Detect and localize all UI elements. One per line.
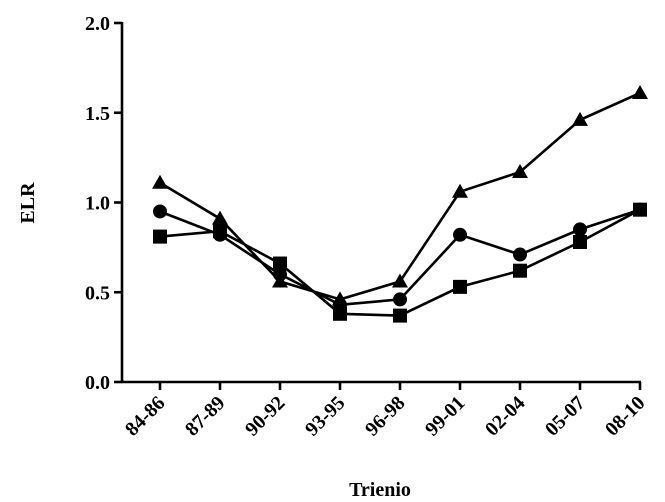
- circle-marker: [573, 222, 587, 236]
- square-marker: [153, 230, 167, 244]
- x-tick-label: 05-07: [541, 392, 590, 441]
- square-marker: [393, 309, 407, 323]
- series-line-circle: [160, 210, 640, 305]
- x-tick-label: 84-86: [121, 392, 170, 441]
- x-tick-label: 02-04: [481, 392, 530, 441]
- y-tick-label: 1.5: [85, 103, 110, 125]
- series-line-triangle: [160, 93, 640, 299]
- triangle-marker: [152, 175, 168, 189]
- circle-marker: [393, 292, 407, 306]
- square-marker: [213, 224, 227, 238]
- y-axis-title: ELR: [17, 182, 39, 224]
- triangle-marker: [632, 85, 648, 99]
- x-tick-label: 99-01: [421, 392, 470, 441]
- circle-marker: [453, 228, 467, 242]
- square-marker: [453, 280, 467, 294]
- triangle-marker: [212, 211, 228, 225]
- x-tick-label: 08-10: [601, 392, 650, 441]
- x-axis-title: Trienio: [349, 479, 411, 501]
- x-tick-label: 87-89: [181, 392, 230, 441]
- circle-marker: [153, 204, 167, 218]
- circle-marker: [513, 248, 527, 262]
- square-marker: [573, 235, 587, 249]
- x-tick-label: 93-95: [301, 392, 350, 441]
- square-marker: [513, 264, 527, 278]
- x-tick-label: 90-92: [241, 392, 290, 441]
- plot-area: 0.0 0.5 1.0 1.5 2.0 84-86 87-89 90-92 93-95 96-98…: [17, 13, 650, 501]
- y-tick-label: 2.0: [85, 13, 110, 35]
- y-tick-label: 1.0: [85, 193, 110, 215]
- square-marker: [633, 203, 647, 217]
- y-tick-label: 0.0: [85, 372, 110, 394]
- square-marker: [273, 257, 287, 271]
- y-tick-label: 0.5: [85, 282, 110, 304]
- triangle-marker: [572, 112, 588, 126]
- x-tick-label: 96-98: [361, 392, 410, 441]
- square-marker: [333, 307, 347, 321]
- triangle-marker: [392, 273, 408, 287]
